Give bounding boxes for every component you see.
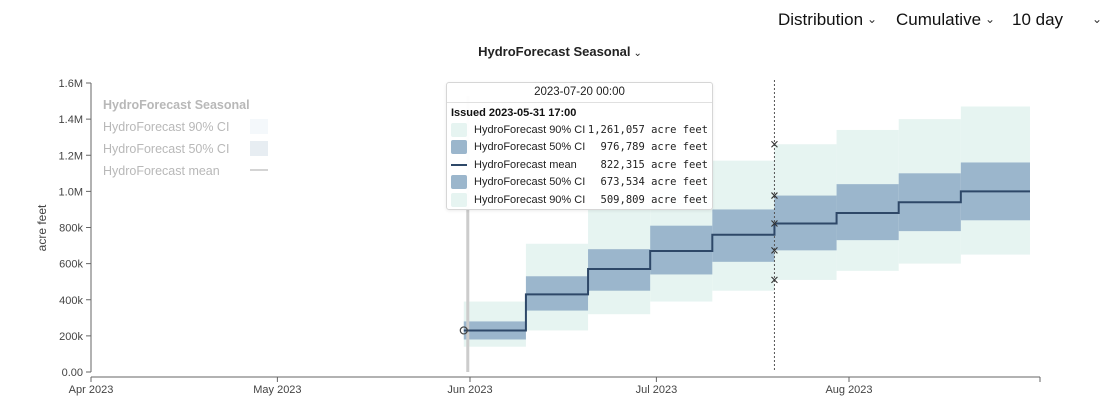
- chevron-down-icon: ⌄: [633, 48, 642, 59]
- hover-point-marker: [771, 246, 778, 254]
- legend-swatch-50ci: [250, 141, 268, 156]
- tooltip-row-label: HydroForecast 50% CI: [474, 141, 586, 154]
- x-tick-label: Apr 2023: [69, 384, 114, 396]
- tooltip-date: 2023-07-20 00:00: [447, 83, 712, 103]
- y-axis: 0.00 200k 400k 600k 800k 1.0M 1.2M 1.4M 1.6M: [59, 78, 92, 379]
- tooltip-row-value: 673,534 acre feet: [600, 176, 708, 189]
- mean-line[interactable]: [463, 190, 1030, 332]
- hover-point-marker: [771, 220, 778, 227]
- chevron-down-icon: ⌄: [1092, 12, 1103, 26]
- model-selector[interactable]: HydroForecast Seasonal ⌄: [0, 44, 1120, 59]
- period-dropdown[interactable]: 10 day: [1012, 10, 1063, 30]
- tooltip-row-value: 822,315 acre feet: [600, 158, 708, 171]
- tooltip-row-value: 976,789 acre feet: [600, 141, 708, 154]
- tooltip-row-label: HydroForecast 50% CI: [474, 176, 586, 189]
- distribution-dropdown[interactable]: Distribution ⌄: [778, 10, 877, 30]
- y-tick-label: 1.0M: [59, 186, 83, 198]
- tooltip-swatch-50ci: [451, 175, 467, 190]
- tooltip-row: HydroForecast 90% CI 1,261,057 acre feet: [447, 121, 712, 139]
- model-title: HydroForecast Seasonal: [478, 44, 631, 59]
- y-tick-label: 1.4M: [59, 114, 83, 126]
- tooltip-issued: Issued 2023-05-31 17:00: [451, 107, 577, 119]
- x-tick-label: Aug 2023: [825, 384, 872, 396]
- tooltip-row: HydroForecast mean 822,315 acre feet: [447, 156, 712, 174]
- tooltip-row-value: 509,809 acre feet: [600, 193, 708, 206]
- start-point-marker: [459, 326, 468, 335]
- hover-point-marker: [771, 140, 778, 148]
- tooltip-swatch-90ci: [451, 192, 467, 207]
- view-controls: Distribution ⌄ Cumulative ⌄ 10 day ⌄: [0, 10, 1120, 36]
- y-tick-label: 600k: [59, 259, 83, 271]
- cumulative-dropdown[interactable]: Cumulative ⌄: [896, 10, 995, 30]
- legend-title: HydroForecast Seasonal: [103, 98, 250, 112]
- legend-swatch-90ci: [250, 119, 268, 134]
- tooltip-row: HydroForecast 90% CI 509,809 acre feet: [447, 191, 712, 209]
- x-tick-label: Jun 2023: [447, 384, 492, 396]
- y-tick-label: 800k: [59, 223, 83, 235]
- tooltip-swatch-90ci: [451, 122, 467, 137]
- hover-tooltip: 2023-07-20 00:00 Issued 2023-05-31 17:00…: [446, 82, 713, 210]
- tooltip-swatch-50ci: [451, 140, 467, 155]
- tooltip-row-label: HydroForecast 90% CI: [474, 123, 586, 136]
- legend-label-50ci: HydroForecast 50% CI: [103, 142, 229, 156]
- y-tick-label: 1.2M: [59, 150, 83, 162]
- distribution-dropdown-label: Distribution: [778, 10, 864, 29]
- tooltip-row-value: 1,261,057 acre feet: [587, 123, 708, 136]
- legend: HydroForecast Seasonal HydroForecast 90%…: [103, 98, 268, 178]
- chevron-down-icon: ⌄: [985, 12, 996, 26]
- y-tick-label: 0.00: [62, 367, 83, 379]
- legend-label-mean: HydroForecast mean: [103, 164, 220, 178]
- period-dropdown-toggle[interactable]: ⌄: [1088, 10, 1102, 30]
- legend-label-90ci: HydroForecast 90% CI: [103, 120, 229, 134]
- y-axis-label: acre feet: [35, 204, 49, 251]
- tooltip-row: HydroForecast 50% CI 976,789 acre feet: [447, 139, 712, 157]
- hover-point-marker: [771, 192, 778, 199]
- period-dropdown-label: 10 day: [1012, 10, 1064, 29]
- x-tick-label: Jul 2023: [636, 384, 678, 396]
- cumulative-dropdown-label: Cumulative: [896, 10, 982, 29]
- y-tick-label: 1.6M: [59, 78, 83, 90]
- y-tick-label: 200k: [59, 331, 83, 343]
- chevron-down-icon: ⌄: [867, 12, 878, 26]
- hover-markers-group: [771, 140, 778, 284]
- x-tick-label: May 2023: [253, 384, 301, 396]
- tooltip-swatch-mean: [451, 163, 467, 166]
- tooltip-row-label: HydroForecast 90% CI: [474, 193, 586, 206]
- tooltip-row: HydroForecast 50% CI 673,534 acre feet: [447, 174, 712, 192]
- hover-point-marker: [771, 276, 778, 284]
- y-tick-label: 400k: [59, 295, 83, 307]
- tooltip-row-label: HydroForecast mean: [474, 158, 577, 171]
- x-axis: Apr 2023 May 2023 Jun 2023 Jul 2023 Aug 2023: [69, 376, 1041, 396]
